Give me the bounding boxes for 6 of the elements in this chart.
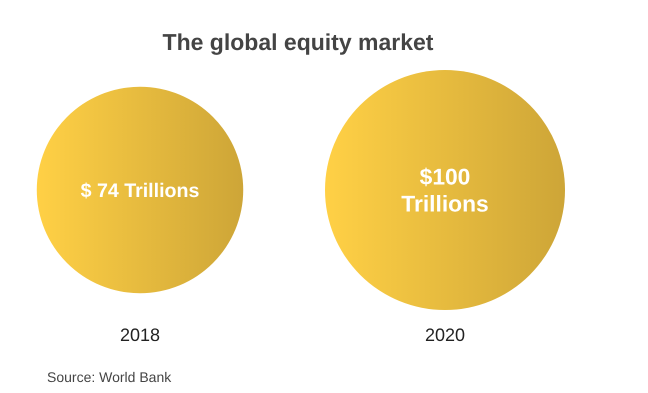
data-label: $100 Trillions bbox=[401, 163, 489, 217]
category-label: 2018 bbox=[120, 325, 160, 345]
text: The global equity market bbox=[162, 29, 434, 55]
data-label: $ 74 Trillions bbox=[80, 180, 200, 202]
category-label: 2020 bbox=[424, 325, 466, 345]
source-note: Source: World Bank bbox=[47, 369, 172, 385]
